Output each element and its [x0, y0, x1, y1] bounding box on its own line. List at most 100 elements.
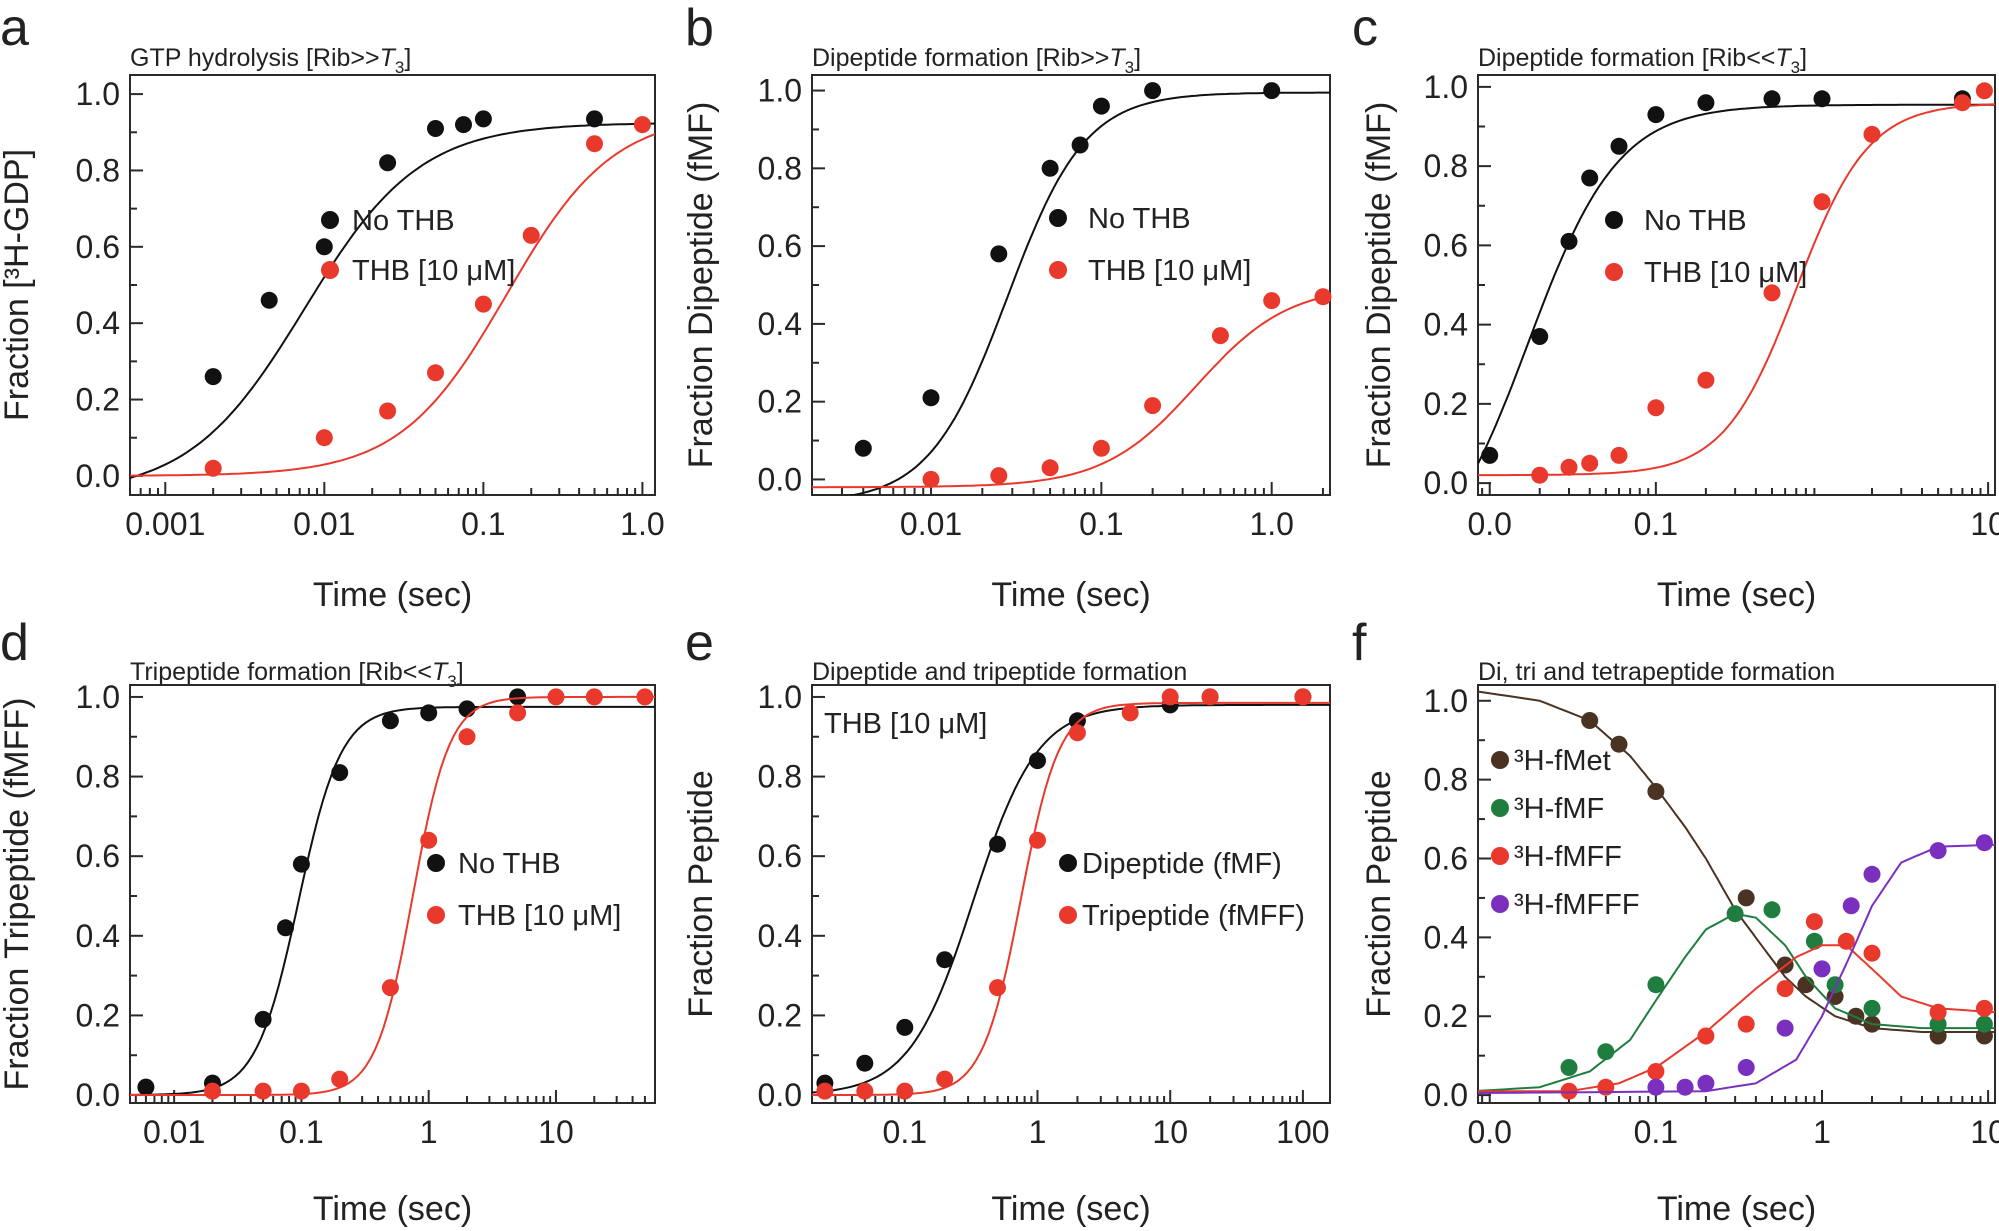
y-axis-label: Fraction Dipeptide (fMF) [682, 102, 720, 469]
panel-a: a GTP hydrolysis [Rib>>T3] 0.001 0.01 0.1 1.0… [0, 0, 665, 614]
legend-label: ³H-fMet [1514, 745, 1611, 777]
data-point [1481, 446, 1499, 464]
data-point [1029, 752, 1046, 770]
panel-title: Dipeptide and tripeptide formation [812, 658, 1187, 686]
data-point [1560, 458, 1578, 476]
legend-label: No THB [1644, 205, 1747, 237]
data-point [1863, 865, 1881, 883]
y-tick-label: 0.6 [1424, 841, 1468, 877]
data-point [585, 688, 603, 706]
y-tick-label: 0.0 [76, 1077, 120, 1113]
annotation-text: THB [10 μM] [824, 708, 987, 740]
fit-curve-1 [1478, 103, 1995, 477]
data-point [458, 700, 476, 718]
data-point [1211, 327, 1229, 345]
data-point [1929, 842, 1947, 860]
data-point [292, 855, 310, 873]
panel-e: e Dipeptide and tripeptide formation 0.1 1 1… [682, 614, 1331, 1228]
y-tick-label: 0.6 [1424, 227, 1468, 263]
data-point [474, 295, 492, 313]
y-tick-label: 0.4 [76, 305, 120, 341]
data-point [1092, 439, 1110, 457]
data-point [922, 389, 940, 407]
data-point [636, 688, 654, 706]
legend-label: No THB [1088, 203, 1191, 235]
y-tick-label: 0.2 [758, 997, 802, 1033]
y-tick-label: 0.2 [76, 997, 120, 1033]
data-point [427, 364, 444, 382]
data-point [1144, 82, 1162, 100]
data-point [1560, 232, 1578, 250]
data-point [547, 688, 565, 706]
data-point [1029, 831, 1046, 849]
panel-letter: e [685, 614, 714, 672]
data-point [936, 1070, 954, 1088]
x-axis-label: Time (sec) [991, 576, 1150, 614]
legend-marker [1605, 211, 1623, 229]
data-point [816, 1082, 834, 1100]
x-tick-label: 1 [1029, 1114, 1047, 1150]
data-point [1676, 1078, 1694, 1096]
x-tick-label: 0.1 [1634, 506, 1678, 542]
x-axis-label: Time (sec) [313, 576, 472, 614]
y-tick-label: 0.8 [1424, 762, 1468, 798]
x-tick-label: 1.0 [620, 506, 664, 542]
legend-label: No THB [352, 205, 455, 237]
y-tick-label: 0.8 [76, 759, 120, 795]
legend-marker [1049, 261, 1067, 279]
legend-label: ³H-fMF [1514, 793, 1604, 825]
data-point [1201, 688, 1219, 706]
fit-curve-1 [812, 701, 1330, 1096]
plot-frame [811, 74, 1331, 496]
y-tick-label: 0.8 [76, 152, 120, 188]
x-tick-label: 1.0 [1249, 506, 1293, 542]
data-point [427, 120, 444, 137]
data-point [420, 704, 438, 722]
x-tick-label: 100 [1276, 1114, 1329, 1150]
data-point [854, 439, 872, 457]
x-tick-label: 0.1 [1079, 506, 1123, 542]
data-point [474, 110, 492, 128]
fit-curve-1 [130, 695, 655, 1096]
x-tick-label: 0.1 [1634, 1114, 1678, 1150]
data-point [1863, 125, 1881, 143]
data-point [254, 1010, 272, 1028]
data-point [1805, 932, 1823, 950]
data-point [989, 835, 1006, 853]
data-point [1597, 1043, 1615, 1061]
panel-title: Tripeptide formation [Rib<<T3] [130, 658, 464, 691]
data-point [1776, 1019, 1794, 1037]
data-point [1263, 292, 1281, 310]
data-point [896, 1018, 914, 1036]
x-tick-label: 0.1 [883, 1114, 927, 1150]
data-point [1071, 136, 1089, 154]
panel-d: d Tripeptide formation [Rib<<T3] 0.01 0.1 1 1… [0, 614, 656, 1228]
data-point [1826, 988, 1844, 1005]
data-point [1975, 82, 1993, 100]
y-tick-label: 0.4 [1424, 919, 1468, 955]
legend-marker [1049, 209, 1067, 227]
data-point [1929, 1015, 1947, 1033]
data-point [1813, 960, 1831, 978]
legend-marker [1605, 263, 1623, 281]
y-tick-label: 0.4 [758, 306, 802, 342]
data-point [1863, 999, 1881, 1017]
y-axis-label: Fraction [³H-GDP] [0, 149, 36, 421]
panel-title: Dipeptide formation [Rib<<T3] [1478, 44, 1807, 77]
y-tick-label: 1.0 [758, 73, 802, 109]
legend-marker [1059, 906, 1077, 924]
data-point [260, 291, 278, 309]
data-point [455, 116, 472, 134]
panel-title: Di, tri and tetrapeptide formation [1478, 658, 1835, 686]
data-point [1842, 897, 1860, 915]
data-point [204, 368, 222, 386]
panel-b: b Dipeptide formation [Rib>>T3] 0.01 0.1 1.0… [682, 0, 1332, 614]
data-point [856, 1082, 874, 1100]
data-point [1763, 90, 1781, 108]
legend-label: ³H-fMFFF [1514, 889, 1640, 921]
data-point [1647, 1078, 1665, 1096]
data-point [315, 429, 333, 447]
legend-marker [1491, 847, 1509, 865]
data-point [1294, 688, 1312, 706]
